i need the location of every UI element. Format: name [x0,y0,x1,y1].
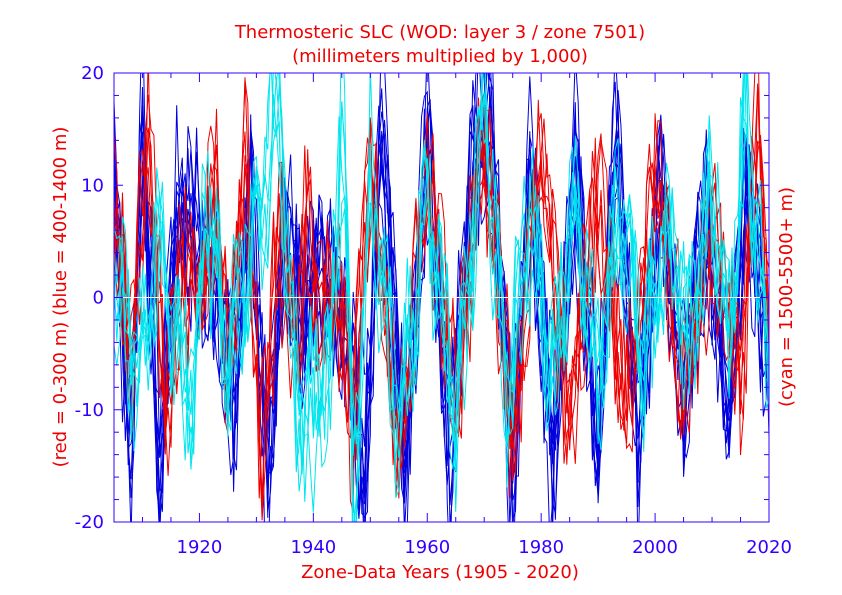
series-line [114,73,769,513]
y-tick-label: 0 [93,288,104,309]
y-axis-label-left: (red = 0-300 m) (blue = 400-1400 m) [50,127,71,468]
series-line [114,73,769,522]
series-line [114,73,769,512]
x-tick-label: 1960 [404,537,450,558]
x-axis-label: Zone-Data Years (1905 - 2020) [301,562,579,583]
x-tick-label: 2000 [632,537,678,558]
x-tick-label: 1940 [290,537,336,558]
series-line [114,127,769,461]
series-layer [114,73,769,522]
chart-subtitle: (millimeters multiplied by 1,000) [292,46,588,67]
series-line [114,73,769,455]
y-tick-label: -10 [75,400,104,421]
x-tick-label: 2020 [746,537,792,558]
series-line [114,73,769,522]
axis-ticks [114,72,770,523]
x-tick-label: 1980 [518,537,564,558]
series-line [114,73,769,522]
y-tick-label: 10 [81,175,104,196]
y-axis-label-right: (cyan = 1500-5500+ m) [776,187,797,407]
x-tick-label: 1920 [177,537,223,558]
chart-title: Thermosteric SLC (WOD: layer 3 / zone 75… [234,22,645,43]
axis-tick-labels: 1920 1940 1960 1980 2000 2020 -20 -10 0 10 20 [75,63,792,558]
y-tick-label: -20 [75,512,104,533]
y-tick-label: 20 [81,63,104,84]
